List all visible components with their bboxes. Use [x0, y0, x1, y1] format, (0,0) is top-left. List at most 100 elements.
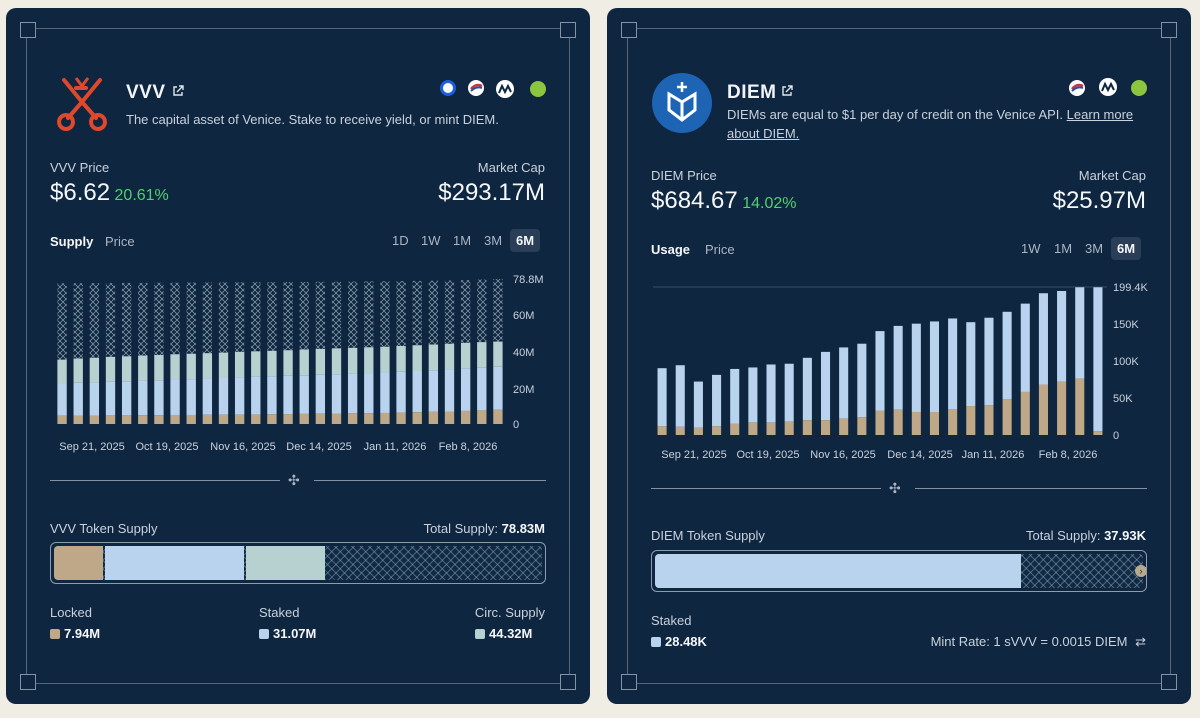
coingecko-icon[interactable] — [1131, 80, 1147, 96]
learn-more-link[interactable]: Learn more about DIEM. — [727, 107, 1134, 141]
legend-circ-value: 44.32M — [489, 626, 533, 641]
supply-title: DIEM Token Supply — [651, 528, 765, 543]
staked-swatch — [259, 629, 269, 639]
bar-staked — [493, 366, 503, 410]
bar-staked — [251, 376, 261, 415]
price-label: DIEM Price — [651, 168, 717, 183]
range-1m[interactable]: 1M — [453, 233, 472, 248]
bar-remaining — [121, 282, 132, 357]
frame-corner — [20, 22, 36, 38]
bar-staked — [444, 369, 455, 412]
bar-staked — [218, 377, 229, 415]
bar-locked — [364, 413, 374, 424]
bar-circ — [105, 356, 116, 382]
bar-remaining — [218, 282, 229, 353]
etherscan-icon[interactable] — [468, 80, 484, 96]
bar-remaining — [299, 281, 309, 350]
tab-usage[interactable]: Usage — [651, 242, 691, 257]
bar-staked — [766, 364, 776, 423]
coinbase-icon[interactable] — [440, 80, 456, 96]
bar-circ — [331, 348, 342, 375]
bar-staked — [331, 374, 342, 414]
bar-locked — [893, 409, 903, 435]
y-tick-label: 199.4K — [1113, 282, 1149, 294]
bar-remaining — [57, 283, 67, 360]
supply-bar-circ — [246, 546, 325, 580]
frame-corner — [621, 674, 637, 690]
diem-logo — [652, 73, 712, 133]
coinmarketcap-icon[interactable] — [496, 80, 514, 98]
supply-bar-staked — [104, 546, 245, 580]
y-tick-label: 50K — [1113, 393, 1133, 405]
bar-circ — [444, 343, 455, 370]
external-link-icon[interactable] — [172, 84, 184, 100]
total-supply-value: 37.93K — [1104, 528, 1146, 543]
bar-locked — [315, 413, 326, 424]
mcap-label: Market Cap — [1078, 168, 1146, 183]
bar-circ — [202, 353, 213, 379]
range-3m[interactable]: 3M — [1085, 241, 1104, 256]
bar-circ — [89, 357, 100, 383]
bar-circ — [186, 353, 196, 380]
etherscan-icon[interactable] — [1069, 80, 1085, 96]
mcap-value: $25.97M — [1052, 187, 1146, 214]
bar-staked — [1020, 303, 1030, 392]
tab-supply[interactable]: Supply — [50, 234, 94, 249]
range-1d[interactable]: 1D — [392, 233, 409, 248]
price-row: $6.62 20.61% — [50, 179, 169, 207]
bar-remaining — [283, 281, 293, 351]
y-tick-label: 40M — [513, 347, 534, 359]
coingecko-icon[interactable] — [530, 81, 546, 97]
bar-remaining — [73, 283, 83, 359]
bar-circ — [218, 352, 229, 378]
vvv-supply-bar — [50, 542, 546, 584]
bar-locked — [202, 414, 213, 424]
coinmarketcap-icon[interactable] — [1099, 78, 1117, 96]
swap-icon[interactable]: ⇄ — [1135, 634, 1146, 649]
divider — [50, 480, 280, 481]
bar-locked — [730, 423, 740, 435]
price-value: $684.67 — [651, 187, 738, 214]
bar-staked — [315, 374, 326, 414]
bar-locked — [657, 426, 667, 435]
bar-locked — [1075, 378, 1085, 435]
x-tick-label: Jan 11, 2026 — [962, 449, 1025, 461]
range-1w[interactable]: 1W — [421, 233, 441, 248]
range-1w[interactable]: 1W — [1021, 241, 1041, 256]
bar-locked — [1057, 381, 1067, 435]
external-link-icon[interactable] — [781, 84, 793, 100]
bar-locked — [89, 415, 100, 424]
range-1m[interactable]: 1M — [1054, 241, 1073, 256]
chevron-right-icon[interactable]: › — [1135, 565, 1146, 577]
range-6m[interactable]: 6M — [1111, 237, 1142, 260]
divider-ornament-icon: ✣ — [889, 480, 901, 496]
supply-bar-staked — [655, 554, 1021, 588]
bar-locked — [712, 426, 722, 435]
legend-staked: 31.07M — [259, 625, 316, 643]
range-6m[interactable]: 6M — [510, 229, 541, 252]
mint-rate: Mint Rate: 1 sVVV = 0.0015 DIEM ⇄ — [931, 634, 1146, 650]
bar-circ — [493, 341, 503, 367]
bar-staked — [893, 325, 903, 410]
supply-title: VVV Token Supply — [50, 521, 158, 536]
bar-circ — [57, 359, 67, 384]
bar-remaining — [170, 282, 180, 355]
x-tick-label: Dec 14, 2025 — [286, 441, 351, 453]
bar-locked — [460, 410, 471, 424]
bar-locked — [493, 409, 503, 424]
bar-circ — [315, 348, 326, 375]
tab-price[interactable]: Price — [105, 234, 135, 249]
tab-price[interactable]: Price — [705, 242, 735, 257]
y-tick-label: 150K — [1113, 319, 1139, 331]
bar-staked — [984, 317, 994, 406]
bar-locked — [218, 414, 229, 424]
price-value: $6.62 — [50, 179, 111, 206]
y-tick-label: 20M — [513, 384, 534, 396]
range-3m[interactable]: 3M — [484, 233, 503, 248]
bar-remaining — [364, 281, 374, 348]
legend-locked: 7.94M — [50, 625, 100, 643]
y-tick-label: 0 — [513, 419, 519, 431]
x-tick-label: Jan 11, 2026 — [364, 441, 427, 453]
x-tick-label: Nov 16, 2025 — [810, 449, 875, 461]
y-tick-label: 0 — [1113, 430, 1119, 442]
